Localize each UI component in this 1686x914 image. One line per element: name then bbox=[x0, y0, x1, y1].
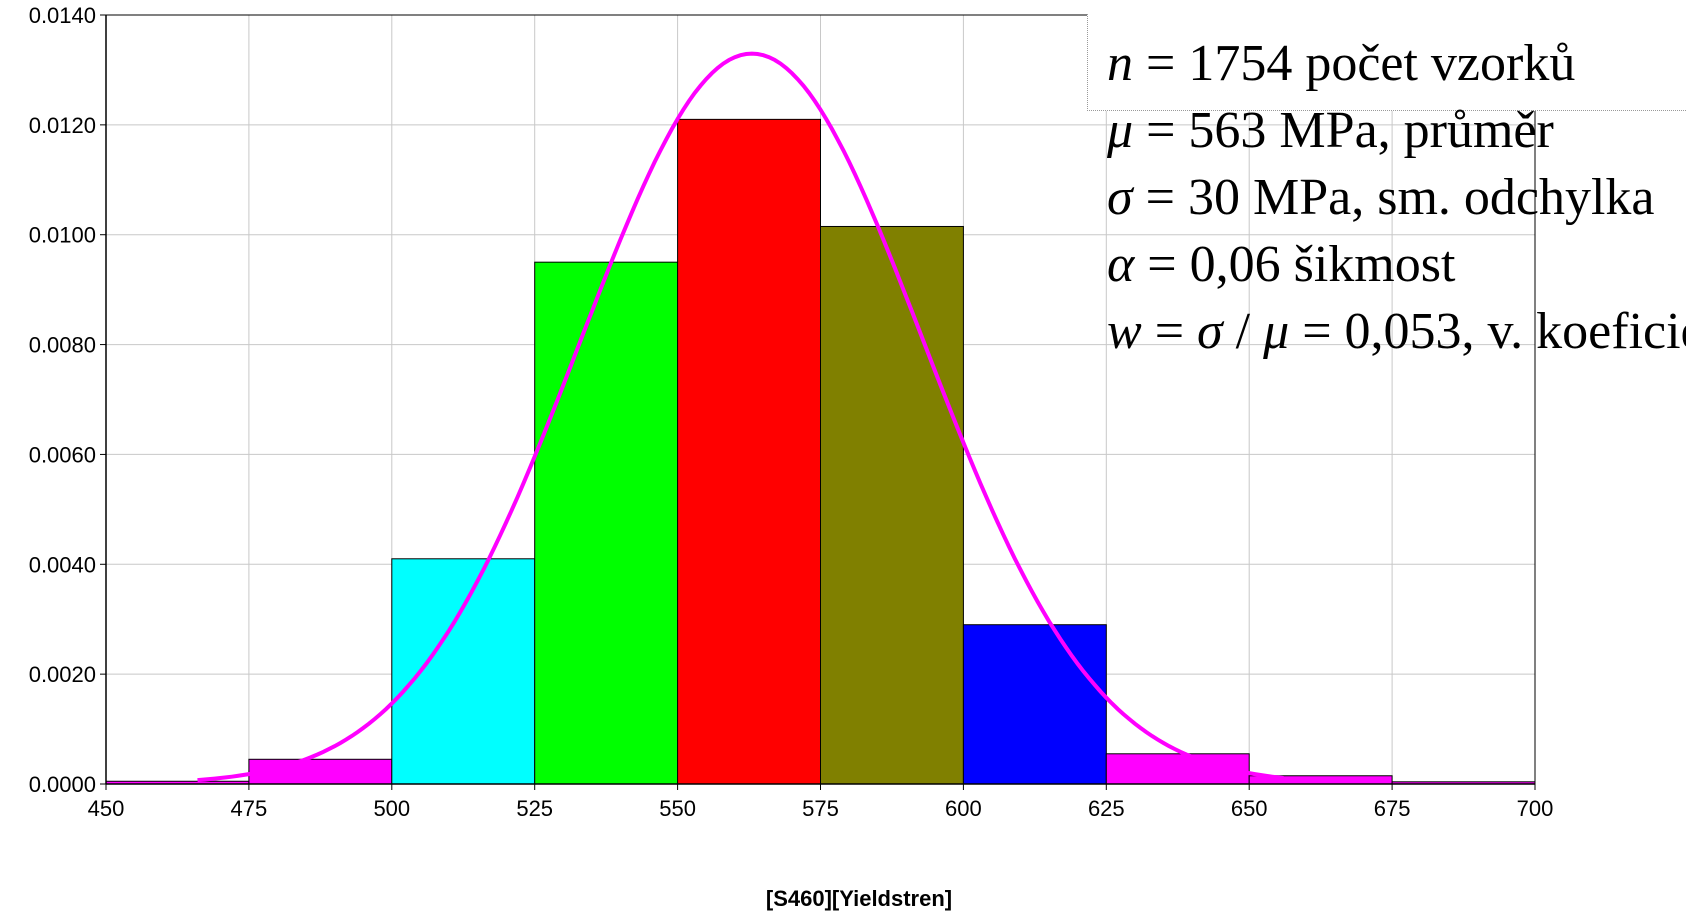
stat-mu-value: = 563 MPa, průměr bbox=[1133, 102, 1554, 159]
histogram-bar bbox=[534, 261, 679, 785]
y-tick-label: 0.0100 bbox=[29, 223, 96, 248]
histogram-bar bbox=[391, 558, 536, 785]
stat-n-value: = 1754 počet vzorků bbox=[1133, 35, 1576, 92]
x-tick-label: 550 bbox=[659, 796, 696, 821]
y-tick-label: 0.0060 bbox=[29, 442, 96, 467]
stats-box bbox=[1087, 14, 1686, 111]
y-tick-label: 0.0080 bbox=[29, 333, 96, 358]
stat-sample-count: n = 1754 počet vzorků bbox=[1107, 30, 1686, 97]
stats-text: n = 1754 počet vzorků μ = 563 MPa, průmě… bbox=[1107, 30, 1686, 365]
histogram-bar bbox=[820, 225, 964, 785]
stat-std-dev: σ = 30 MPa, sm. odchylka bbox=[1107, 164, 1686, 231]
x-tick-label: 675 bbox=[1374, 796, 1411, 821]
x-axis-title: [S460][Yieldstren] bbox=[766, 886, 952, 911]
histogram-bars bbox=[105, 118, 1536, 785]
y-tick-label: 0.0120 bbox=[29, 113, 96, 138]
stat-skewness: α = 0,06 šikmost bbox=[1107, 231, 1686, 298]
x-tick-label: 650 bbox=[1231, 796, 1268, 821]
stat-w-value: = 0,053, v. koeficient bbox=[1302, 303, 1686, 360]
fit-curve bbox=[197, 51, 1284, 783]
histogram-bar bbox=[677, 118, 821, 785]
x-tick-label: 700 bbox=[1517, 796, 1554, 821]
stat-mean: μ = 563 MPa, průměr bbox=[1107, 97, 1686, 164]
stat-w-sigma: σ bbox=[1197, 303, 1223, 360]
stat-w-eq: = bbox=[1141, 303, 1198, 360]
x-tick-label: 600 bbox=[945, 796, 982, 821]
stat-w-mu: μ bbox=[1263, 303, 1290, 360]
y-tick-label: 0.0020 bbox=[29, 662, 96, 687]
x-tick-label: 500 bbox=[373, 796, 410, 821]
stat-alpha-value: = 0,06 šikmost bbox=[1134, 236, 1456, 293]
x-tick-label: 475 bbox=[231, 796, 268, 821]
histogram-bar bbox=[962, 624, 1107, 785]
y-tick-label: 0.0040 bbox=[29, 552, 96, 577]
stat-sigma-symbol: σ bbox=[1107, 169, 1133, 226]
x-tick-label: 625 bbox=[1088, 796, 1125, 821]
stat-w-slash: / bbox=[1222, 303, 1264, 360]
y-tick-label: 0.0000 bbox=[29, 772, 96, 797]
stat-mu-symbol: μ bbox=[1107, 102, 1134, 159]
y-tick-label: 0.0140 bbox=[29, 3, 96, 28]
stat-n-symbol: n bbox=[1107, 35, 1133, 92]
x-tick-label: 575 bbox=[802, 796, 839, 821]
fit-curve-layer bbox=[197, 51, 1284, 783]
stat-w-symbol: w bbox=[1107, 303, 1142, 360]
x-tick-label: 450 bbox=[88, 796, 125, 821]
x-tick-label: 525 bbox=[516, 796, 553, 821]
stat-alpha-symbol: α bbox=[1107, 236, 1135, 293]
stat-sigma-value: = 30 MPa, sm. odchylka bbox=[1132, 169, 1655, 226]
axes: 450 475 500 525 550 575 600 625 650 675 700 0.0000 0… bbox=[29, 3, 1554, 821]
stat-variation-coefficient: w = σ / μ = 0,053, v. koeficient bbox=[1107, 298, 1686, 365]
